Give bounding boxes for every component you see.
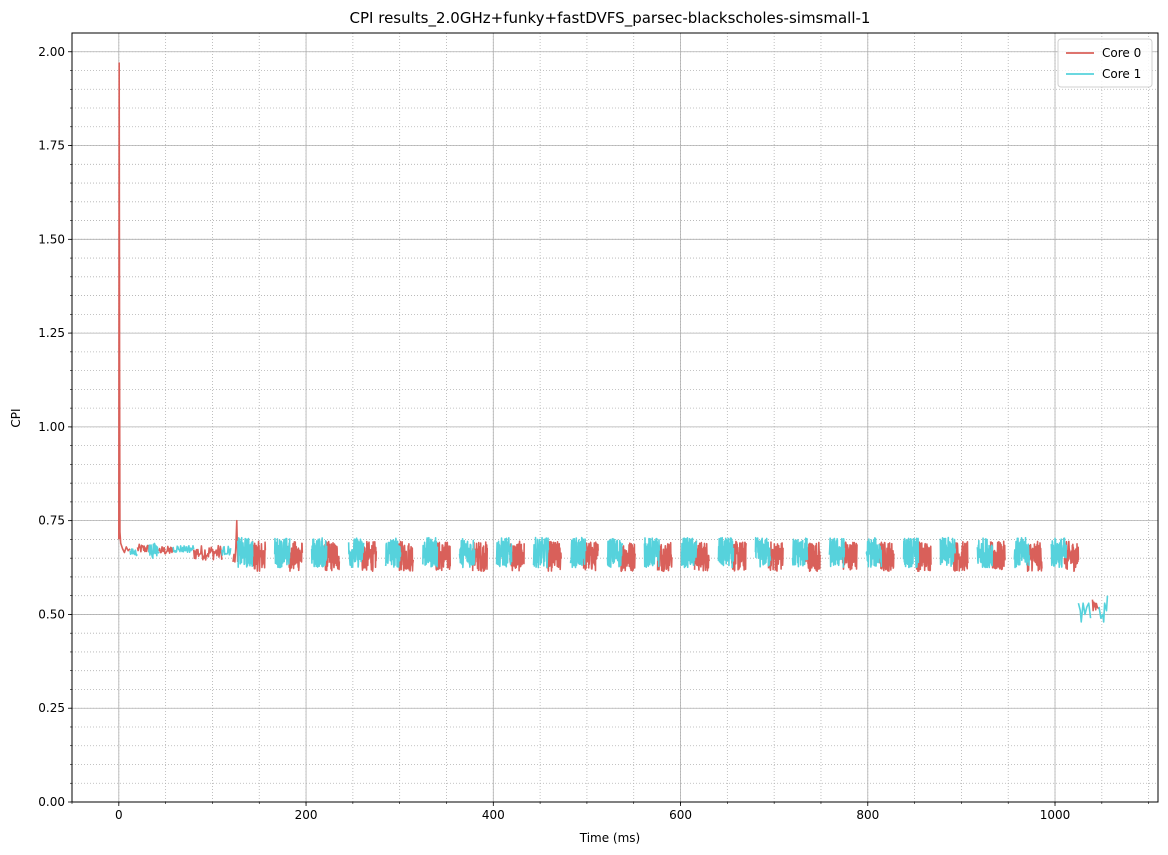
series-line-segment bbox=[421, 536, 439, 568]
series-line-segment bbox=[754, 536, 772, 568]
chart-title: CPI results_2.0GHz+funky+fastDVFS_parsec… bbox=[350, 9, 871, 28]
y-tick-label: 0.25 bbox=[38, 701, 65, 715]
series-line-segment bbox=[158, 545, 174, 555]
series-line-segment bbox=[828, 537, 846, 568]
series-line-segment bbox=[717, 536, 735, 569]
series-line-segment bbox=[129, 548, 138, 557]
series-line-segment bbox=[273, 537, 291, 569]
series-line-segment bbox=[435, 541, 452, 572]
series-line-segment bbox=[680, 537, 698, 569]
series-line-segment bbox=[915, 541, 932, 572]
x-axis-label: Time (ms) bbox=[579, 831, 641, 845]
series-line-segment bbox=[360, 540, 378, 572]
series-line-segment bbox=[902, 537, 920, 569]
major-grid bbox=[72, 33, 1158, 803]
series-line-segment bbox=[619, 542, 636, 573]
y-tick-label: 1.25 bbox=[38, 326, 65, 340]
x-tick-label: 200 bbox=[295, 808, 318, 822]
series-line-segment bbox=[323, 540, 341, 572]
series-line-segment bbox=[1098, 595, 1109, 623]
series-layer bbox=[118, 62, 1109, 623]
series-line-segment bbox=[791, 537, 809, 568]
series-line-segment bbox=[458, 537, 476, 569]
series-line-segment bbox=[767, 541, 784, 572]
y-axis-label: CPI bbox=[9, 408, 23, 427]
y-tick-label: 1.50 bbox=[38, 232, 65, 246]
series-core-0 bbox=[118, 62, 1100, 612]
series-line-segment bbox=[192, 544, 223, 561]
series-line-segment bbox=[118, 62, 131, 554]
series-line-segment bbox=[952, 540, 969, 572]
series-line-segment bbox=[310, 537, 328, 568]
series-line-segment bbox=[804, 541, 821, 573]
series-line-segment bbox=[976, 537, 994, 569]
series-line-segment bbox=[1077, 602, 1092, 623]
x-tick-label: 1000 bbox=[1040, 808, 1071, 822]
series-line-segment bbox=[939, 536, 957, 567]
x-tick-label: 800 bbox=[856, 808, 879, 822]
x-tick-label: 0 bbox=[115, 808, 123, 822]
series-line-segment bbox=[545, 540, 562, 572]
legend-entry-label: Core 1 bbox=[1102, 67, 1141, 81]
series-line-segment bbox=[730, 540, 747, 572]
series-line-segment bbox=[656, 541, 673, 573]
series-line-segment bbox=[397, 540, 415, 572]
series-line-segment bbox=[172, 544, 195, 554]
series-line-segment bbox=[147, 542, 160, 559]
legend: Core 0 Core 1 bbox=[1057, 38, 1153, 88]
series-line-segment bbox=[236, 536, 254, 568]
x-tick-label: 600 bbox=[669, 808, 692, 822]
axis-ticks: 0 200 400 600 800 1000 0.00 0.25 0.50 0.75 1.00 1.2… bbox=[38, 45, 1149, 822]
series-line-segment bbox=[1050, 537, 1068, 568]
series-line-segment bbox=[643, 537, 661, 569]
y-tick-label: 0.75 bbox=[38, 514, 65, 528]
series-line-segment bbox=[495, 536, 513, 568]
series-line-segment bbox=[606, 537, 624, 568]
series-line-segment bbox=[384, 537, 402, 568]
series-line-segment bbox=[347, 537, 365, 568]
legend-box bbox=[1057, 38, 1153, 88]
series-line-segment bbox=[865, 536, 883, 568]
y-tick-label: 0.50 bbox=[38, 607, 65, 621]
series-line-segment bbox=[878, 541, 895, 572]
series-line-segment bbox=[532, 536, 550, 569]
x-tick-label: 400 bbox=[482, 808, 505, 822]
series-line-segment bbox=[220, 545, 232, 556]
y-tick-label: 1.75 bbox=[38, 139, 65, 153]
legend-entry-label: Core 0 bbox=[1102, 46, 1141, 60]
y-tick-label: 0.00 bbox=[38, 795, 65, 809]
series-line-segment bbox=[136, 543, 150, 553]
series-core-1 bbox=[129, 536, 1109, 623]
series-line-segment bbox=[582, 541, 599, 572]
series-line-segment bbox=[693, 541, 710, 572]
series-line-segment bbox=[1013, 536, 1031, 569]
series-line-segment bbox=[232, 519, 239, 563]
y-tick-label: 1.00 bbox=[38, 420, 65, 434]
y-tick-label: 2.00 bbox=[38, 45, 65, 59]
series-line-segment bbox=[1091, 599, 1100, 612]
series-line-segment bbox=[569, 536, 587, 569]
series-line-segment bbox=[1063, 540, 1080, 572]
plot-frame bbox=[71, 32, 1159, 803]
minor-grid bbox=[71, 33, 1158, 803]
